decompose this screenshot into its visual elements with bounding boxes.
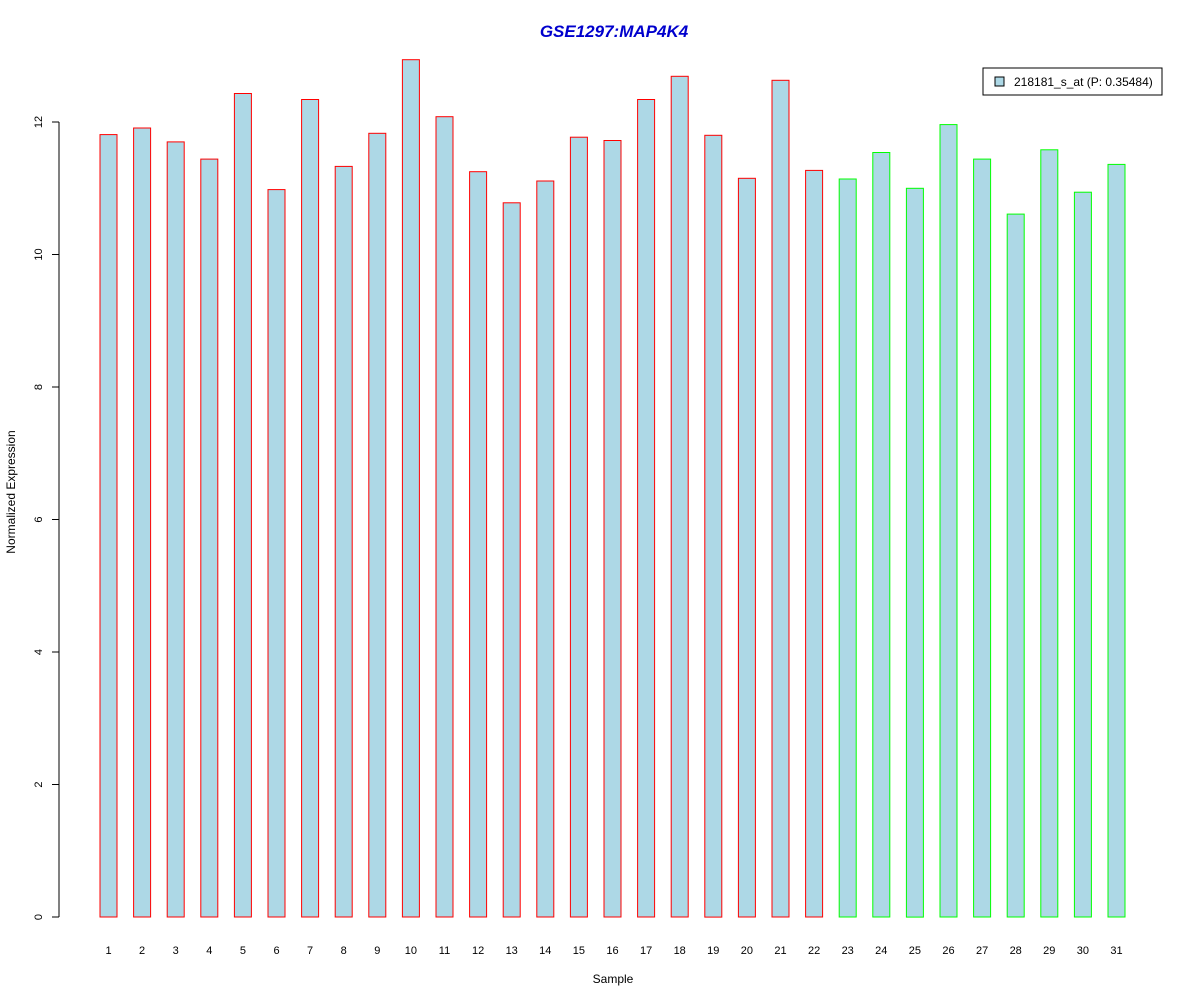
- x-tick-label: 26: [942, 945, 954, 957]
- bar-sample-2: [133, 127, 152, 918]
- bar-sample-11: [435, 116, 454, 918]
- bar-sample-31: [1107, 163, 1126, 918]
- bar-sample-15: [569, 136, 588, 918]
- y-tick-label: 8: [33, 384, 45, 390]
- x-tick-label: 31: [1110, 945, 1122, 957]
- x-tick-label: 21: [774, 945, 786, 957]
- bar-sample-23: [838, 178, 857, 918]
- x-tick-label: 13: [506, 945, 518, 957]
- x-tick-label: 10: [405, 945, 417, 957]
- x-tick-label: 23: [842, 945, 854, 957]
- bar-sample-14: [536, 180, 555, 918]
- y-tick-label: 2: [33, 781, 45, 787]
- bar-sample-20: [737, 177, 756, 918]
- bar-sample-28: [1006, 213, 1025, 918]
- x-tick-label: 22: [808, 945, 820, 957]
- x-tick-label: 25: [909, 945, 921, 957]
- x-tick-label: 19: [707, 945, 719, 957]
- x-tick-label: 28: [1010, 945, 1022, 957]
- x-tick-label: 9: [374, 945, 380, 957]
- bar-sample-30: [1073, 191, 1092, 918]
- x-tick-label: 12: [472, 945, 484, 957]
- x-tick-label: 6: [273, 945, 279, 957]
- bar-sample-26: [939, 124, 958, 918]
- bar-sample-13: [502, 202, 521, 918]
- x-tick-label: 29: [1043, 945, 1055, 957]
- bar-sample-21: [771, 79, 790, 918]
- bar-sample-1: [99, 134, 118, 918]
- bar-sample-3: [166, 141, 185, 918]
- x-tick-labels: 1 2 3 4 5 6 7 8 9 10 11 12 13 14 15 16 17 18 19 20 21 22 23 24 2…: [105, 945, 1122, 957]
- y-tick-label: 6: [33, 516, 45, 522]
- x-axis-label: Sample: [593, 972, 634, 986]
- y-axis: 0 2 4 6 8 10 12: [33, 116, 60, 920]
- x-tick-label: 3: [173, 945, 179, 957]
- bar-sample-24: [872, 152, 891, 918]
- y-tick-label: 10: [33, 248, 45, 260]
- bar-sample-16: [603, 140, 622, 918]
- bar-sample-7: [301, 99, 320, 918]
- bar-sample-12: [469, 171, 488, 918]
- x-tick-label: 14: [539, 945, 551, 957]
- legend: 218181_s_at (P: 0.35484): [982, 67, 1163, 96]
- bars-group: [99, 59, 1126, 918]
- bar-sample-19: [704, 134, 723, 918]
- x-tick-label: 20: [741, 945, 753, 957]
- bar-sample-9: [368, 132, 387, 918]
- y-tick-label: 12: [33, 116, 45, 128]
- x-tick-label: 16: [606, 945, 618, 957]
- bar-sample-27: [973, 158, 992, 918]
- x-tick-label: 15: [573, 945, 585, 957]
- bar-sample-4: [200, 158, 219, 918]
- x-tick-label: 2: [139, 945, 145, 957]
- y-tick-label: 0: [33, 914, 45, 920]
- bar-sample-8: [334, 165, 353, 918]
- legend-swatch: [994, 76, 1005, 87]
- bar-sample-18: [670, 75, 689, 918]
- y-tick-label: 4: [33, 649, 45, 655]
- bar-sample-6: [267, 189, 286, 918]
- bar-sample-10: [401, 59, 420, 918]
- x-tick-label: 8: [341, 945, 347, 957]
- bar-sample-25: [905, 187, 924, 918]
- x-tick-label: 7: [307, 945, 313, 957]
- x-tick-label: 11: [439, 945, 450, 957]
- x-tick-label: 18: [674, 945, 686, 957]
- bar-sample-5: [233, 93, 252, 918]
- x-tick-label: 27: [976, 945, 988, 957]
- x-tick-label: 4: [206, 945, 212, 957]
- x-tick-label: 5: [240, 945, 246, 957]
- x-tick-label: 30: [1077, 945, 1089, 957]
- legend-label: 218181_s_at (P: 0.35484): [1014, 75, 1153, 89]
- x-tick-label: 24: [875, 945, 887, 957]
- x-tick-label: 17: [640, 945, 652, 957]
- legend-box: [982, 67, 1163, 96]
- bar-sample-22: [805, 169, 824, 918]
- chart-title: GSE1297:MAP4K4: [540, 22, 689, 41]
- y-axis-label: Normalized Expression: [4, 430, 18, 553]
- x-tick-label: 1: [105, 945, 111, 957]
- bar-sample-17: [637, 99, 656, 918]
- bar-sample-29: [1040, 149, 1059, 918]
